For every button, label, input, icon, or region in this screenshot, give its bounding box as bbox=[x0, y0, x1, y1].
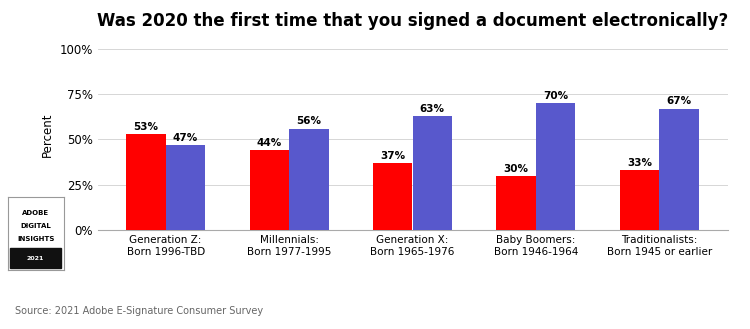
Text: 56%: 56% bbox=[296, 116, 321, 126]
Bar bbox=[536, 103, 575, 230]
Title: Was 2020 the first time that you signed a document electronically?: Was 2020 the first time that you signed … bbox=[97, 12, 728, 30]
Text: INSIGHTS: INSIGHTS bbox=[17, 236, 54, 242]
Text: 70%: 70% bbox=[543, 91, 568, 101]
Bar bbox=[496, 176, 536, 230]
Text: 47%: 47% bbox=[172, 133, 198, 143]
Text: DIGITAL: DIGITAL bbox=[20, 223, 51, 229]
Text: 44%: 44% bbox=[256, 138, 282, 148]
Text: 33%: 33% bbox=[627, 158, 652, 168]
Bar bbox=[250, 150, 289, 230]
Y-axis label: Percent: Percent bbox=[40, 113, 54, 157]
Text: 37%: 37% bbox=[380, 151, 405, 161]
Text: 63%: 63% bbox=[420, 104, 445, 114]
Bar bbox=[166, 145, 206, 230]
Text: 30%: 30% bbox=[504, 164, 529, 174]
Bar bbox=[289, 129, 328, 230]
Bar bbox=[620, 170, 659, 230]
Bar bbox=[413, 116, 452, 230]
Bar bbox=[659, 109, 699, 230]
Bar bbox=[126, 134, 166, 230]
Text: ADOBE: ADOBE bbox=[22, 210, 50, 216]
Text: Source: 2021 Adobe E-Signature Consumer Survey: Source: 2021 Adobe E-Signature Consumer … bbox=[15, 306, 263, 316]
Text: 53%: 53% bbox=[134, 122, 158, 132]
Text: 2021: 2021 bbox=[27, 256, 44, 261]
FancyBboxPatch shape bbox=[10, 248, 61, 268]
Text: 67%: 67% bbox=[667, 96, 692, 106]
Bar bbox=[373, 163, 413, 230]
